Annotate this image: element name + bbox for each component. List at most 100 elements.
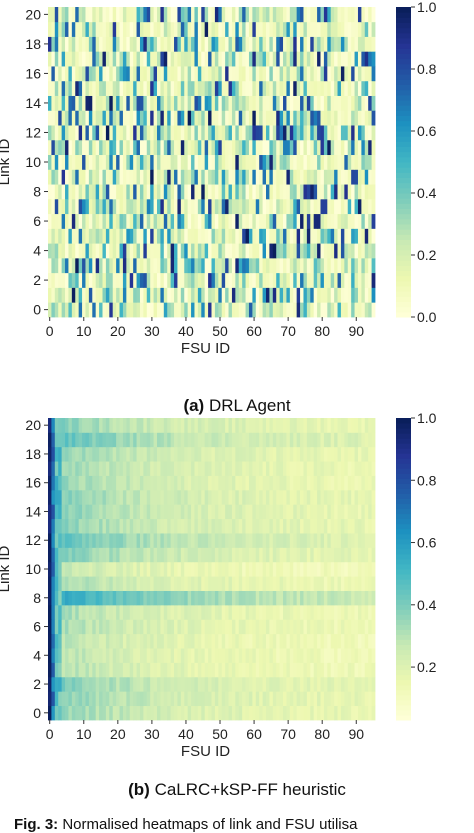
heatmap-cell bbox=[245, 169, 250, 185]
heatmap-cell bbox=[99, 489, 103, 505]
heatmap-cell bbox=[235, 619, 240, 635]
heatmap-cell bbox=[129, 662, 134, 678]
heatmap-cell bbox=[95, 169, 100, 185]
heatmap-cell bbox=[58, 51, 63, 67]
heatmap-cell bbox=[320, 475, 325, 491]
heatmap-cell bbox=[109, 302, 114, 318]
heatmap-cell bbox=[310, 154, 315, 170]
heatmap-cell bbox=[269, 7, 274, 23]
heatmap-cell bbox=[214, 547, 219, 563]
heatmap-cell bbox=[218, 198, 223, 215]
heatmap-cell bbox=[177, 66, 182, 82]
heatmap-cell bbox=[139, 243, 144, 259]
heatmap-cell bbox=[139, 489, 144, 505]
heatmap-cell bbox=[306, 576, 311, 591]
heatmap-cell bbox=[54, 228, 59, 244]
heatmap-cell bbox=[163, 243, 168, 259]
heatmap-cell bbox=[364, 154, 369, 170]
heatmap-cell bbox=[354, 21, 359, 37]
colorbar-segment bbox=[396, 584, 411, 590]
heatmap-cell bbox=[58, 184, 63, 200]
heatmap-cell bbox=[317, 66, 321, 82]
heatmap-cell bbox=[221, 590, 226, 606]
colorbar-segment bbox=[396, 63, 411, 70]
heatmap-cell bbox=[160, 125, 165, 141]
heatmap-cell bbox=[116, 169, 120, 185]
heatmap-cell bbox=[136, 257, 141, 274]
heatmap-cell bbox=[218, 432, 223, 448]
heatmap-cell bbox=[88, 51, 93, 67]
heatmap-cell bbox=[248, 648, 253, 663]
heatmap-cell bbox=[65, 604, 69, 620]
heatmap-cell bbox=[92, 475, 97, 491]
heatmap-cell bbox=[119, 648, 124, 663]
heatmap-cell bbox=[82, 518, 86, 534]
heatmap-cell bbox=[136, 604, 141, 620]
heatmap-cell bbox=[174, 287, 178, 303]
heatmap-cell bbox=[150, 475, 154, 491]
heatmap-cell bbox=[252, 446, 257, 462]
heatmap-cell bbox=[180, 604, 185, 620]
y-tick-label: 8 bbox=[33, 590, 41, 606]
heatmap-cell bbox=[201, 154, 206, 170]
heatmap-cell bbox=[242, 272, 246, 288]
heatmap-cell bbox=[126, 619, 131, 635]
heatmap-cell bbox=[248, 36, 253, 52]
heatmap-cell bbox=[88, 184, 93, 200]
heatmap-cell bbox=[317, 243, 321, 259]
heatmap-cell bbox=[283, 461, 287, 476]
heatmap-cell bbox=[78, 533, 83, 548]
heatmap-cell bbox=[65, 648, 69, 663]
heatmap-cell bbox=[133, 213, 137, 229]
heatmap-cell bbox=[283, 533, 287, 548]
heatmap-cell bbox=[289, 287, 294, 303]
heatmap-cell bbox=[150, 705, 154, 721]
heatmap-cell bbox=[116, 7, 120, 23]
heatmap-cell bbox=[197, 662, 202, 678]
heatmap-cell bbox=[293, 7, 298, 23]
heatmap-cell bbox=[54, 705, 59, 721]
heatmap-cell bbox=[197, 198, 202, 215]
heatmap-cell bbox=[286, 154, 291, 170]
heatmap-cell bbox=[313, 184, 318, 200]
heatmap-cell bbox=[344, 676, 349, 692]
heatmap-cell bbox=[371, 154, 376, 170]
heatmap-cell bbox=[238, 547, 243, 563]
heatmap-cell bbox=[116, 604, 120, 620]
heatmap-cell bbox=[269, 475, 274, 491]
heatmap-cell bbox=[136, 461, 141, 476]
heatmap-cell bbox=[252, 504, 257, 520]
heatmap-cell bbox=[231, 66, 236, 82]
heatmap-cell bbox=[146, 475, 151, 491]
heatmap-cell bbox=[225, 633, 229, 649]
heatmap-cell bbox=[78, 576, 83, 591]
colorbar-segment bbox=[396, 260, 411, 266]
heatmap-cell bbox=[163, 169, 168, 185]
heatmap-cell bbox=[85, 125, 90, 141]
heatmap-cell bbox=[276, 198, 281, 215]
heatmap-cell bbox=[191, 648, 195, 663]
heatmap-cell bbox=[289, 705, 294, 721]
heatmap-cell bbox=[139, 7, 144, 23]
heatmap-cell bbox=[320, 432, 325, 448]
heatmap-cell bbox=[54, 184, 59, 200]
heatmap-cell bbox=[242, 561, 246, 577]
heatmap-cell bbox=[187, 576, 192, 591]
heatmap-cell bbox=[208, 561, 212, 577]
heatmap-cell bbox=[122, 302, 127, 318]
heatmap-cell bbox=[122, 446, 127, 462]
heatmap-cell bbox=[187, 475, 192, 491]
heatmap-cell bbox=[317, 533, 321, 548]
heatmap-cell bbox=[303, 446, 308, 462]
heatmap-cell bbox=[221, 125, 226, 141]
heatmap-cell bbox=[58, 518, 63, 534]
heatmap-cell bbox=[78, 169, 83, 185]
heatmap-cell bbox=[61, 446, 66, 462]
heatmap-cell bbox=[248, 169, 253, 185]
heatmap-cell bbox=[323, 125, 328, 141]
heatmap-cell bbox=[252, 36, 257, 52]
heatmap-cell bbox=[303, 257, 308, 274]
heatmap-cell bbox=[293, 648, 298, 663]
heatmap-cell bbox=[296, 110, 301, 126]
heatmap-cell bbox=[58, 125, 63, 141]
